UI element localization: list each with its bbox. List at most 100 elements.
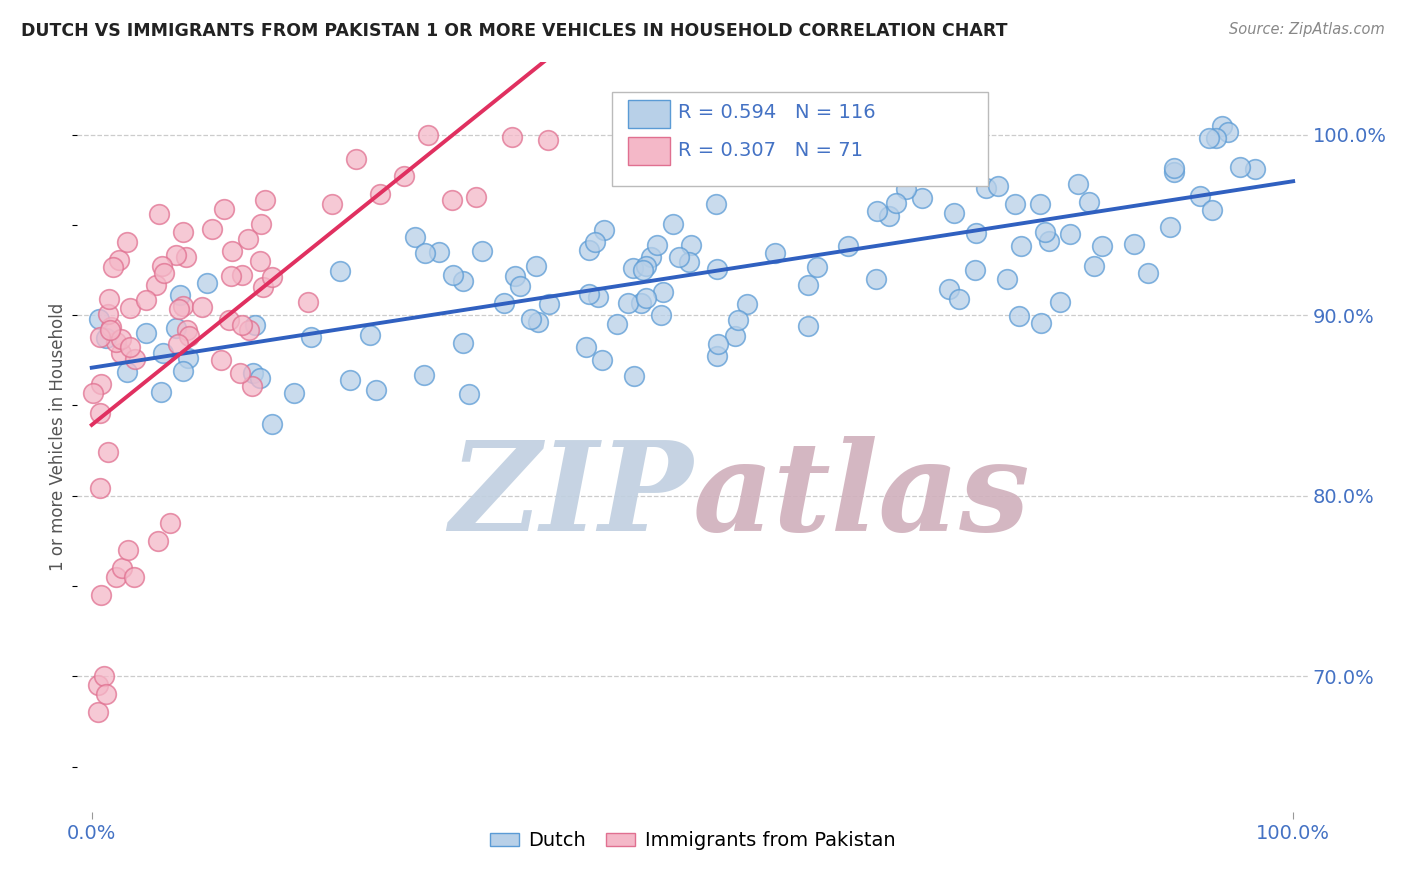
Legend: Dutch, Immigrants from Pakistan: Dutch, Immigrants from Pakistan [482,823,903,858]
Point [1229,160,1251,174]
Point [1163,161,1185,176]
Point [465,190,488,204]
Point [229,367,252,381]
Point [471,244,494,258]
Point [283,386,305,401]
Point [252,279,274,293]
Point [169,302,191,317]
Point [209,353,232,368]
Point [575,340,598,354]
Point [578,286,600,301]
Point [1038,235,1060,249]
Point [111,561,134,575]
Point [218,312,240,326]
Point [1067,177,1090,191]
Point [177,351,200,366]
Point [122,570,145,584]
Point [1008,310,1031,324]
Point [586,290,609,304]
Point [537,133,560,147]
Point [97,306,120,320]
Point [176,323,198,337]
Point [249,217,271,231]
Point [1123,237,1146,252]
Point [238,322,260,336]
Point [344,153,367,167]
Y-axis label: 1 or more Vehicles in Household: 1 or more Vehicles in Household [49,303,67,571]
Point [527,315,550,329]
Point [100,323,122,337]
Point [172,225,194,239]
Point [458,386,481,401]
Point [942,206,965,220]
Point [212,202,235,217]
Point [299,330,322,344]
Point [145,278,167,293]
Point [260,269,283,284]
Point [190,300,212,314]
Point [974,181,997,195]
Point [1049,294,1071,309]
Point [166,336,188,351]
Point [1159,219,1181,234]
Point [221,244,243,258]
Point [679,237,702,252]
Point [650,308,672,322]
Point [107,252,129,267]
Point [524,260,547,274]
Point [165,320,187,334]
Point [117,543,139,558]
Point [879,210,901,224]
Point [634,259,657,273]
Point [948,292,970,306]
FancyBboxPatch shape [628,100,671,128]
Point [242,366,264,380]
Point [418,128,440,142]
Point [938,282,960,296]
Point [1059,227,1081,241]
Text: ZIP: ZIP [449,436,693,558]
Point [238,232,260,246]
Point [987,178,1010,193]
Text: DUTCH VS IMMIGRANTS FROM PAKISTAN 1 OR MORE VEHICLES IN HOUSEHOLD CORRELATION CH: DUTCH VS IMMIGRANTS FROM PAKISTAN 1 OR M… [21,22,1008,40]
Point [661,217,683,231]
Point [631,263,654,277]
Point [120,301,142,316]
Point [368,186,391,201]
FancyBboxPatch shape [628,137,671,165]
Point [623,369,645,384]
Point [645,237,668,252]
Point [935,121,957,136]
Point [1091,239,1114,253]
Point [101,260,124,274]
Point [865,272,887,286]
Point [135,326,157,341]
Point [124,351,146,366]
Point [115,235,138,249]
Point [89,311,111,326]
Point [1211,119,1233,133]
Point [297,295,319,310]
Point [519,311,541,326]
Point [97,445,120,459]
Point [200,222,222,236]
Point [963,263,986,277]
Point [1201,203,1223,218]
Point [787,153,810,167]
Point [578,244,600,258]
Point [910,191,932,205]
Point [927,140,949,154]
Point [427,245,450,260]
Point [965,227,987,241]
Point [678,254,700,268]
Point [796,318,818,333]
Point [152,346,174,360]
Text: atlas: atlas [693,436,1031,558]
Point [621,261,644,276]
Point [501,130,523,145]
Point [253,193,276,207]
Text: R = 0.594   N = 116: R = 0.594 N = 116 [678,103,876,122]
Point [1198,131,1220,145]
Point [115,365,138,379]
Point [93,669,115,683]
